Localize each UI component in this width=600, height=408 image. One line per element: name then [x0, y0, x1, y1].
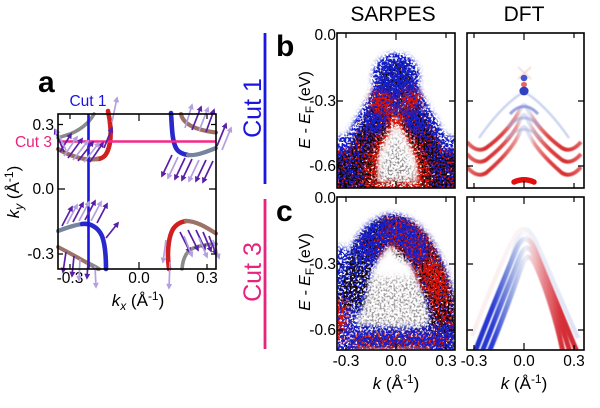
svg-text:0.0: 0.0: [385, 353, 407, 370]
svg-text:0.0: 0.0: [314, 190, 336, 207]
svg-text:-0.3: -0.3: [27, 246, 54, 263]
svg-text:0.3: 0.3: [196, 270, 218, 287]
svg-text:b: b: [276, 30, 294, 63]
svg-text:0.0: 0.0: [513, 353, 535, 370]
svg-text:0.0: 0.0: [32, 181, 54, 198]
svg-text:-0.3: -0.3: [461, 353, 488, 370]
svg-text:-0.6: -0.6: [309, 322, 336, 339]
svg-text:0.3: 0.3: [435, 353, 457, 370]
svg-text:-0.3: -0.3: [333, 353, 360, 370]
svg-text:-0.3: -0.3: [309, 256, 336, 273]
svg-text:Cut 3: Cut 3: [239, 242, 267, 302]
svg-text:0.0: 0.0: [128, 270, 150, 287]
svg-text:0.3: 0.3: [563, 353, 585, 370]
svg-text:-0.3: -0.3: [57, 270, 84, 287]
svg-text:E - EF (eV): E - EF (eV): [297, 71, 317, 149]
svg-text:0.0: 0.0: [314, 27, 336, 44]
svg-text:-0.6: -0.6: [309, 158, 336, 175]
svg-text:DFT: DFT: [504, 3, 545, 26]
svg-text:E - EF (eV): E - EF (eV): [297, 233, 317, 311]
svg-text:Cut 1: Cut 1: [239, 78, 267, 138]
svg-text:SARPES: SARPES: [350, 3, 435, 26]
svg-text:Cut 3: Cut 3: [15, 134, 52, 151]
svg-text:a: a: [38, 66, 55, 99]
svg-text:c: c: [276, 195, 293, 228]
svg-text:0.3: 0.3: [32, 117, 54, 134]
svg-text:-0.3: -0.3: [309, 93, 336, 110]
svg-text:Cut 1: Cut 1: [69, 93, 106, 110]
